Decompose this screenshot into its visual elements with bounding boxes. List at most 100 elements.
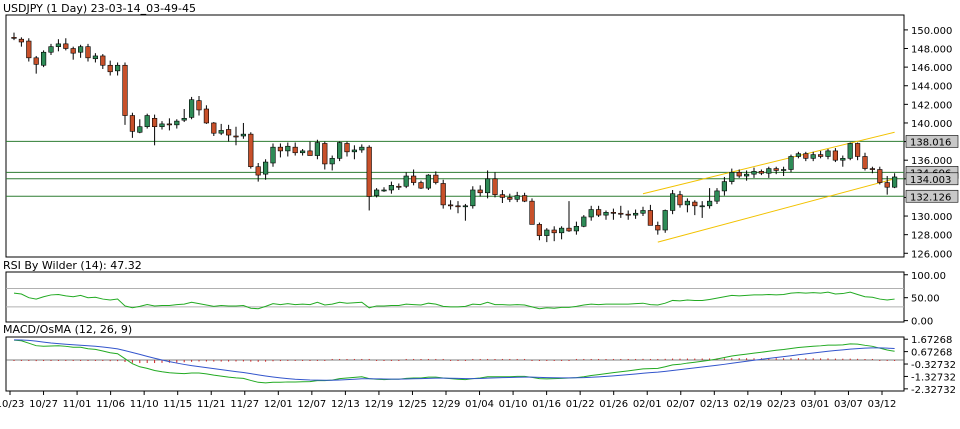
candle-down xyxy=(455,205,461,208)
level-label: 138.016 xyxy=(910,137,951,148)
candle-down xyxy=(551,229,557,234)
x-tick-label: 01/22 xyxy=(566,399,595,410)
candle-up xyxy=(581,216,587,227)
candle-up xyxy=(55,43,61,47)
candle-up xyxy=(788,156,794,170)
x-tick-label: 02/13 xyxy=(700,399,729,410)
candle-up xyxy=(189,99,195,118)
price-panel[interactable]: 150.000 148.000 146.000 144.000 142.000 140.0… xyxy=(6,26,959,260)
channel-line xyxy=(642,131,895,195)
candle-down xyxy=(122,64,128,116)
candle-down xyxy=(529,200,535,225)
candle-down xyxy=(277,146,283,152)
x-tick-label: 12/13 xyxy=(331,399,360,410)
candle-down xyxy=(492,178,498,195)
candle-up xyxy=(588,209,594,218)
candle-up xyxy=(300,150,306,154)
rsi-tick-label: 100.00 xyxy=(911,271,946,282)
candle-up xyxy=(263,161,269,175)
candle-down xyxy=(322,143,328,165)
candle-down xyxy=(596,209,602,216)
candle-up xyxy=(544,229,550,236)
candle-up xyxy=(729,172,735,182)
x-tick-label: 10/27 xyxy=(29,399,58,410)
candle-down xyxy=(418,182,424,189)
x-tick-label: 01/04 xyxy=(465,399,494,410)
x-tick-label: 02/19 xyxy=(733,399,762,410)
rsi-tick-label: 50.00 xyxy=(911,294,940,305)
price-title: USDJPY (1 Day) 23-03-14_03-49-45 xyxy=(3,2,196,15)
candle-up xyxy=(337,142,343,159)
candle-up xyxy=(892,176,898,188)
candle-down xyxy=(33,57,39,65)
price-tick-label: 148.000 xyxy=(911,45,952,56)
candle-up xyxy=(425,174,431,189)
candle-down xyxy=(647,210,653,226)
candle-up xyxy=(603,212,609,216)
candle-down xyxy=(166,123,172,126)
price-tick-label: 144.000 xyxy=(911,82,952,93)
signal-line xyxy=(13,339,895,381)
candle-down xyxy=(211,122,217,134)
candle-up xyxy=(381,189,387,192)
x-axis: 10/23 10/27 11/01 11/06 11/10 11/15 11/21 11/27… xyxy=(0,391,896,410)
candle-up xyxy=(751,171,757,175)
candle-down xyxy=(877,169,883,183)
candle-down xyxy=(610,212,616,214)
candle-down xyxy=(292,146,298,154)
candle-down xyxy=(884,182,890,188)
candle-down xyxy=(18,38,24,43)
candle-up xyxy=(159,123,165,127)
macd-tick-label: 1.67268 xyxy=(911,335,952,346)
candle-down xyxy=(655,225,661,231)
candle-down xyxy=(366,146,372,197)
channel-line xyxy=(657,178,895,243)
macd-tick-label: -0.32732 xyxy=(911,360,956,371)
candle-up xyxy=(462,205,468,208)
x-tick-label: 03/07 xyxy=(834,399,863,410)
level-label-box xyxy=(905,135,959,148)
x-tick-label: 11/06 xyxy=(96,399,125,410)
panel-border-0 xyxy=(5,14,905,258)
level-label: 134.003 xyxy=(910,175,951,186)
candle-up xyxy=(707,200,713,207)
candle-down xyxy=(758,171,764,174)
candle-up xyxy=(766,168,772,174)
candle-down xyxy=(233,135,239,138)
candle-up xyxy=(329,158,335,165)
x-tick-label: 11/10 xyxy=(130,399,159,410)
candle-down xyxy=(692,201,698,207)
candle-down xyxy=(344,143,350,153)
macd-panel[interactable]: 1.67268 0.67268-0.32732-1.32732 -2.32732 xyxy=(6,335,956,396)
candle-up xyxy=(41,51,47,66)
candle-down xyxy=(832,150,838,161)
candle-up xyxy=(699,205,705,208)
rsi-line xyxy=(13,291,895,310)
level-label: 132.126 xyxy=(910,192,951,203)
price-tick-label: 146.000 xyxy=(911,63,952,74)
candle-up xyxy=(825,150,831,157)
candle-down xyxy=(396,185,402,188)
candle-down xyxy=(507,197,513,200)
rsi-title: RSI By Wilder (14): 47.32 xyxy=(3,259,142,272)
candle-down xyxy=(773,168,779,171)
candle-up xyxy=(115,64,121,72)
macd-line xyxy=(13,339,895,384)
candle-up xyxy=(559,227,565,234)
macd-tick-label: -1.32732 xyxy=(911,372,956,383)
x-tick-label: 01/26 xyxy=(599,399,628,410)
candle-up xyxy=(714,190,720,202)
candle-up xyxy=(403,175,409,187)
candle-down xyxy=(248,133,254,168)
candle-down xyxy=(152,118,158,127)
price-tick-label: 150.000 xyxy=(911,26,952,37)
price-tick-label: 136.000 xyxy=(911,156,952,167)
candle-up xyxy=(744,173,750,177)
x-tick-label: 12/19 xyxy=(365,399,394,410)
candle-down xyxy=(70,48,76,54)
candle-up xyxy=(721,181,727,192)
price-tick-label: 128.000 xyxy=(911,231,952,242)
candle-up xyxy=(240,133,246,137)
candle-down xyxy=(625,213,631,216)
rsi-panel[interactable]: 100.00 50.00 0.00 xyxy=(6,271,946,328)
